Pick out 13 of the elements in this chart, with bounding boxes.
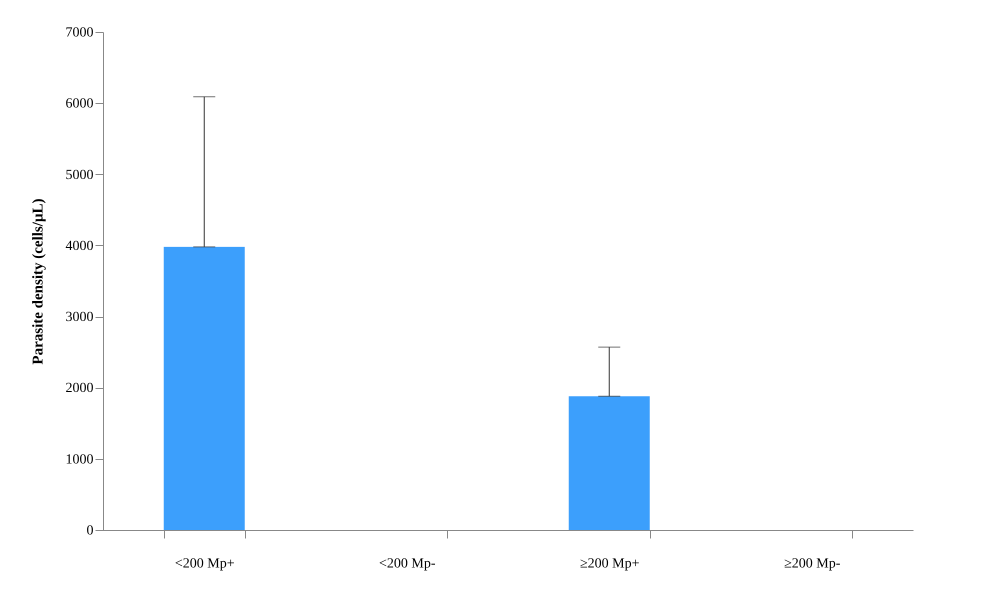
x-tick-label: <200 Mp+ xyxy=(174,556,235,572)
y-tick-label: 2000 xyxy=(66,381,94,396)
y-tick-label: 4000 xyxy=(66,238,94,254)
x-tick-label: ≥200 Mp+ xyxy=(580,556,640,572)
y-tick-label: 7000 xyxy=(66,26,94,40)
y-tick-label: 1000 xyxy=(66,452,94,468)
y-tick-label: 0 xyxy=(86,524,94,538)
y-tick-label: 5000 xyxy=(66,168,94,183)
y-tick-label: 3000 xyxy=(66,310,94,326)
y-tick-label: 6000 xyxy=(66,96,94,112)
x-tick-label: <200 Mp- xyxy=(378,556,436,572)
y-axis-title: Parasite density (cells/µL) xyxy=(30,198,46,365)
x-tick-label: ≥200 Mp- xyxy=(784,556,841,572)
